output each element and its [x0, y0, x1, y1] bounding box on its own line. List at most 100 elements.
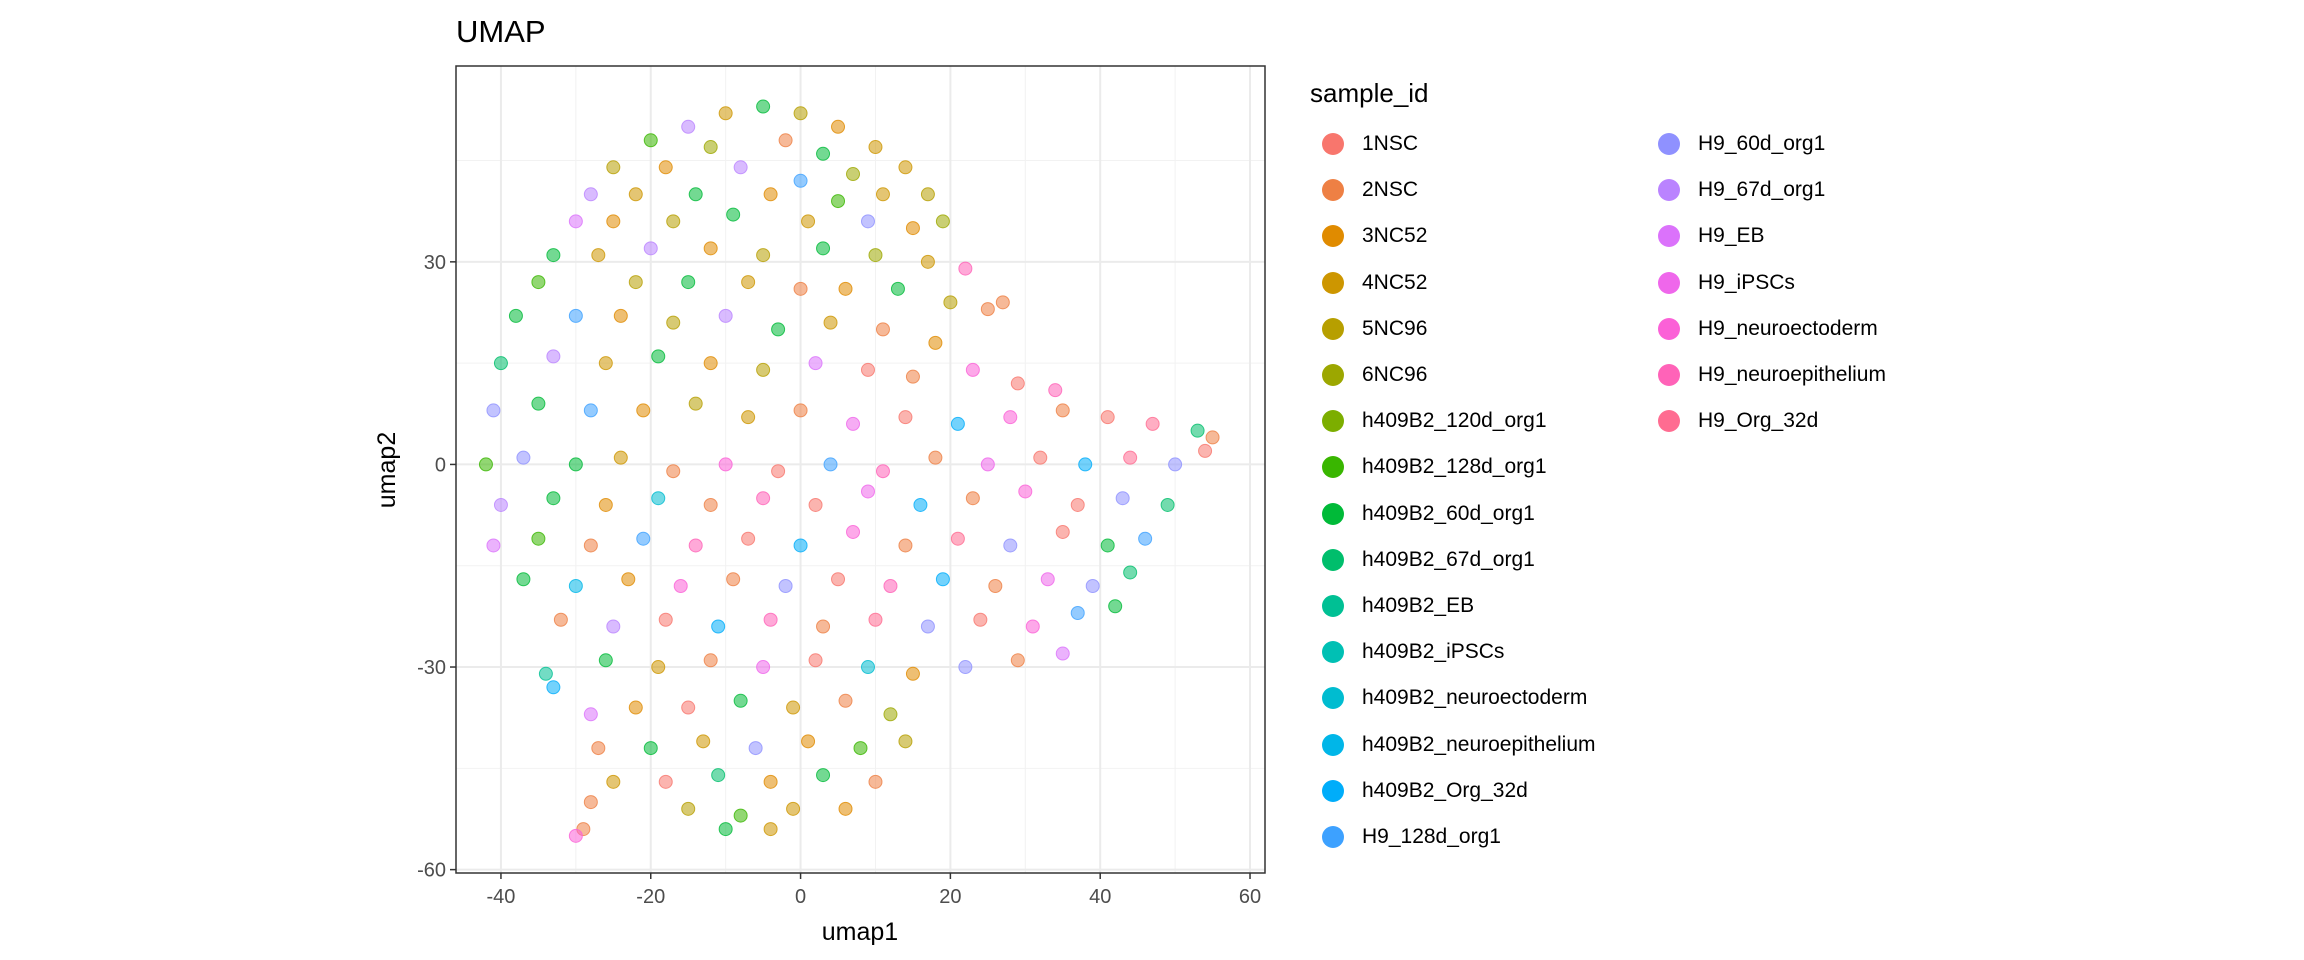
x-tick-label: 60: [1239, 886, 1261, 908]
legend-item: H9_iPSCs: [1658, 268, 1795, 298]
point-H9_iPSCs: [846, 416, 861, 431]
legend-key-dot: [1658, 364, 1680, 386]
point-h409B2_60d_org1: [718, 822, 733, 837]
legend-item: h409B2_neuroectoderm: [1322, 683, 1587, 713]
point-H9_128d_org1: [793, 173, 808, 188]
point-1NSC: [1100, 410, 1115, 425]
point-h409B2_67d_org1: [1160, 497, 1175, 512]
point-3NC52: [763, 187, 778, 202]
point-1NSC: [808, 497, 823, 512]
point-h409B2_neuroepithelium: [568, 578, 583, 593]
legend-label: h409B2_67d_org1: [1362, 547, 1535, 571]
point-3NC52: [613, 308, 628, 323]
legend-key-dot: [1322, 271, 1344, 294]
point-2NSC: [1010, 653, 1025, 668]
point-H9_neuroectoderm: [1025, 619, 1040, 634]
point-5NC96: [793, 106, 808, 121]
point-5NC96: [688, 396, 703, 411]
point-h409B2_60d_org1: [726, 207, 741, 222]
point-h409B2_67d_org1: [1123, 565, 1138, 580]
point-H9_neuroepithelium: [958, 261, 973, 276]
x-tick-label: 40: [1089, 886, 1111, 908]
point-h409B2_60d_org1: [1108, 599, 1123, 614]
point-h409B2_60d_org1: [643, 741, 658, 756]
point-H9_128d_org1: [636, 531, 651, 546]
point-H9_67d_org1: [583, 187, 598, 202]
point-3NC52: [621, 572, 636, 587]
point-h409B2_128d_org1: [478, 457, 493, 472]
point-2NSC: [898, 538, 913, 553]
point-H9_neuroepithelium: [756, 491, 771, 506]
point-4NC52: [651, 660, 666, 675]
point-2NSC: [988, 578, 1003, 593]
point-1NSC: [681, 700, 696, 715]
point-H9_60d_org1: [1115, 491, 1130, 506]
point-h409B2_128d_org1: [531, 531, 546, 546]
point-h409B2_60d_org1: [733, 693, 748, 708]
point-h409B2_60d_org1: [651, 349, 666, 364]
point-h409B2_67d_org1: [1190, 423, 1205, 438]
point-1NSC: [860, 362, 875, 377]
point-H9_EB: [568, 214, 583, 229]
point-H9_128d_org1: [1138, 531, 1153, 546]
point-2NSC: [1055, 403, 1070, 418]
legend-key-dot: [1322, 548, 1344, 571]
point-H9_EB: [583, 707, 598, 722]
legend-label: h409B2_120d_org1: [1362, 409, 1547, 433]
point-4NC52: [920, 254, 935, 269]
legend-item: 3NC52: [1322, 221, 1427, 251]
point-4NC52: [875, 187, 890, 202]
point-5NC96: [681, 801, 696, 816]
point-5NC96: [666, 214, 681, 229]
point-H9_60d_org1: [748, 741, 763, 756]
legend-item: h409B2_iPSCs: [1322, 637, 1504, 667]
x-tick-label: 0: [795, 886, 806, 908]
legend-label: H9_Org_32d: [1698, 409, 1819, 433]
point-4NC52: [591, 248, 606, 263]
legend-label: 3NC52: [1362, 224, 1428, 248]
point-2NSC: [583, 538, 598, 553]
point-h409B2_EB: [538, 666, 553, 681]
legend-item: h409B2_neuroepithelium: [1322, 730, 1596, 760]
point-H9_neuroepithelium: [875, 464, 890, 479]
point-4NC52: [606, 774, 621, 789]
point-1NSC: [1198, 443, 1213, 458]
point-2NSC: [703, 497, 718, 512]
point-H9_neuroepithelium: [1048, 383, 1063, 398]
point-2NSC: [793, 403, 808, 418]
legend-key-dot: [1322, 410, 1344, 433]
legend-key-dot: [1658, 410, 1680, 433]
y-tick-label: 30: [424, 252, 446, 274]
point-H9_60d_org1: [486, 403, 501, 418]
point-H9_60d_org1: [958, 660, 973, 675]
point-4NC52: [718, 106, 733, 121]
point-2NSC: [816, 619, 831, 634]
point-H9_67d_org1: [733, 160, 748, 175]
legend-item: H9_Org_32d: [1658, 406, 1818, 436]
point-2NSC: [703, 653, 718, 668]
point-H9_neuroepithelium: [688, 538, 703, 553]
legend-item: 6NC96: [1322, 360, 1427, 390]
point-h409B2_60d_org1: [516, 572, 531, 587]
legend-item: h409B2_67d_org1: [1322, 545, 1535, 575]
y-tick-label: -60: [417, 860, 446, 882]
point-H9_67d_org1: [643, 241, 658, 256]
point-H9_67d_org1: [606, 619, 621, 634]
point-H9_67d_org1: [493, 497, 508, 512]
point-h409B2_128d_org1: [831, 194, 846, 209]
point-4NC52: [763, 822, 778, 837]
point-h409B2_60d_org1: [816, 241, 831, 256]
point-4NC52: [786, 801, 801, 816]
point-H9_EB: [808, 356, 823, 371]
point-h409B2_67d_org1: [493, 356, 508, 371]
point-2NSC: [666, 464, 681, 479]
point-3NC52: [838, 281, 853, 296]
point-3NC52: [928, 335, 943, 350]
point-h409B2_60d_org1: [756, 99, 771, 114]
legend-item: H9_60d_org1: [1658, 129, 1825, 159]
legend-item: 5NC96: [1322, 314, 1427, 344]
point-H9_Org_32d: [1145, 416, 1160, 431]
point-H9_128d_org1: [1070, 606, 1085, 621]
chart-title: UMAP: [456, 14, 546, 49]
